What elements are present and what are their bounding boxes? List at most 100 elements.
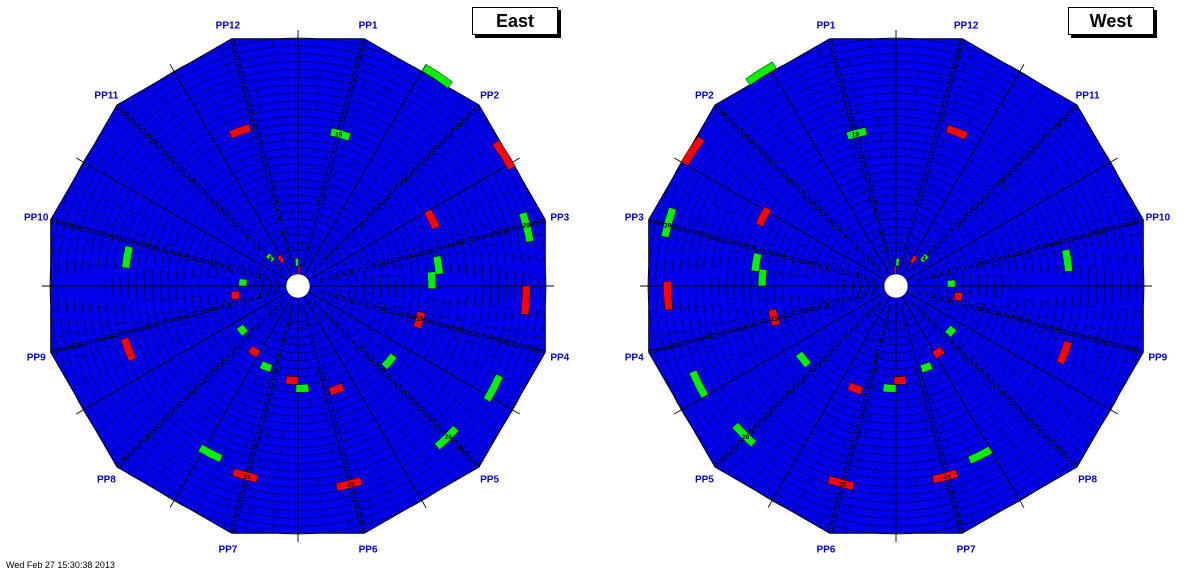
- cell-divider: [982, 382, 989, 389]
- cell-divider: [328, 184, 332, 193]
- cell-divider: [125, 436, 132, 442]
- cell-divider: [526, 360, 535, 363]
- cell-divider: [347, 124, 351, 133]
- ring-number: 10: [356, 222, 364, 229]
- cell-divider: [313, 430, 315, 439]
- cell-divider: [781, 183, 788, 189]
- ring-number: 20: [935, 124, 943, 131]
- cell-divider: [196, 316, 205, 320]
- ring-number: 3: [319, 306, 323, 313]
- cell-divider: [378, 266, 387, 269]
- cell-divider: [1040, 301, 1049, 303]
- cell-divider: [1001, 362, 1008, 368]
- ring-number: 21: [249, 451, 257, 458]
- cell-divider: [357, 94, 361, 103]
- cell-divider: [821, 292, 830, 294]
- ring-number: 6: [933, 323, 937, 330]
- cell-bad: [909, 254, 918, 265]
- cell-divider: [1074, 119, 1081, 126]
- cell-divider: [273, 54, 275, 63]
- cell-divider: [1027, 97, 1033, 105]
- ring-number: 12: [321, 383, 329, 390]
- ring-number: 22: [717, 330, 725, 337]
- ring-number: 4: [904, 322, 908, 329]
- cell-divider: [319, 493, 321, 502]
- ring-number: 14: [923, 169, 931, 176]
- ring-number: 22: [166, 155, 174, 162]
- cell-divider: [734, 335, 743, 339]
- cell-divider: [873, 493, 875, 502]
- ring-number: 12: [991, 310, 999, 317]
- cell-divider: [902, 352, 904, 361]
- cell-divider: [846, 174, 850, 182]
- cell-divider: [743, 301, 752, 303]
- cell-divider: [824, 186, 829, 194]
- ring-number: 21: [172, 161, 180, 168]
- cell-divider: [517, 332, 526, 335]
- ring-number: 23: [477, 235, 485, 242]
- center-hole: [883, 273, 909, 299]
- ring-number: 17: [929, 421, 937, 428]
- cell-divider: [1079, 345, 1088, 349]
- ring-number: 11: [868, 192, 875, 199]
- cell-divider: [942, 505, 945, 514]
- cell-divider: [733, 167, 740, 173]
- cell-divider: [951, 218, 957, 225]
- cell-divider: [942, 174, 946, 182]
- ring-number: 2: [911, 267, 915, 274]
- cell-divider: [1052, 167, 1059, 173]
- cell-divider: [768, 110, 774, 118]
- cell-divider: [230, 484, 234, 493]
- ring-number: 7: [833, 267, 837, 274]
- ring-number: 5: [308, 238, 312, 245]
- cell-divider: [160, 299, 169, 301]
- cell-divider: [761, 257, 769, 260]
- cell-divider: [733, 399, 740, 405]
- cell-divider: [764, 243, 773, 246]
- ring-number: 2: [319, 290, 323, 297]
- cell-divider: [427, 299, 436, 301]
- cell-divider: [382, 88, 387, 96]
- cell-divider: [863, 135, 866, 144]
- ring-number: 16: [927, 413, 935, 420]
- cell-divider: [1094, 218, 1103, 222]
- cell-divider: [867, 364, 871, 373]
- cell-divider: [777, 442, 783, 449]
- ring-number: 31: [229, 527, 237, 534]
- ring-number: 5: [882, 238, 886, 245]
- cell-divider: [1015, 393, 1023, 400]
- cell-divider: [845, 230, 852, 237]
- ring-number: 11: [319, 375, 326, 382]
- cell-divider: [476, 119, 483, 126]
- ring-number: 20: [411, 167, 419, 174]
- ring-number: 19: [183, 395, 191, 402]
- cell-divider: [349, 279, 357, 281]
- ring-number: 17: [431, 320, 439, 327]
- cell-divider: [374, 195, 380, 202]
- cell-divider: [1109, 355, 1118, 358]
- ring-number: 17: [395, 384, 403, 391]
- cell-divider: [878, 246, 882, 254]
- cell-divider: [807, 266, 816, 269]
- cell-bad: [932, 469, 959, 484]
- east-title: East: [472, 7, 558, 35]
- cell-bad: [663, 281, 673, 311]
- cell-divider: [793, 193, 800, 200]
- cell-divider: [98, 264, 107, 266]
- cell-divider: [749, 330, 758, 334]
- cell-bad: [230, 290, 241, 301]
- ring-number: 7: [280, 223, 284, 230]
- ring-number: 24: [943, 93, 951, 100]
- cell-divider: [723, 130, 730, 136]
- cell-divider: [260, 394, 263, 403]
- cell-divider: [157, 345, 165, 349]
- cell-divider: [250, 424, 254, 433]
- cell-divider: [254, 376, 259, 384]
- cell-divider: [928, 300, 936, 304]
- cell-divider: [879, 133, 881, 142]
- ring-number: 28: [833, 63, 841, 70]
- cell-divider: [313, 334, 317, 343]
- cell-divider: [838, 454, 842, 463]
- ring-number: 19: [447, 243, 455, 250]
- ring-number: 4: [324, 312, 328, 319]
